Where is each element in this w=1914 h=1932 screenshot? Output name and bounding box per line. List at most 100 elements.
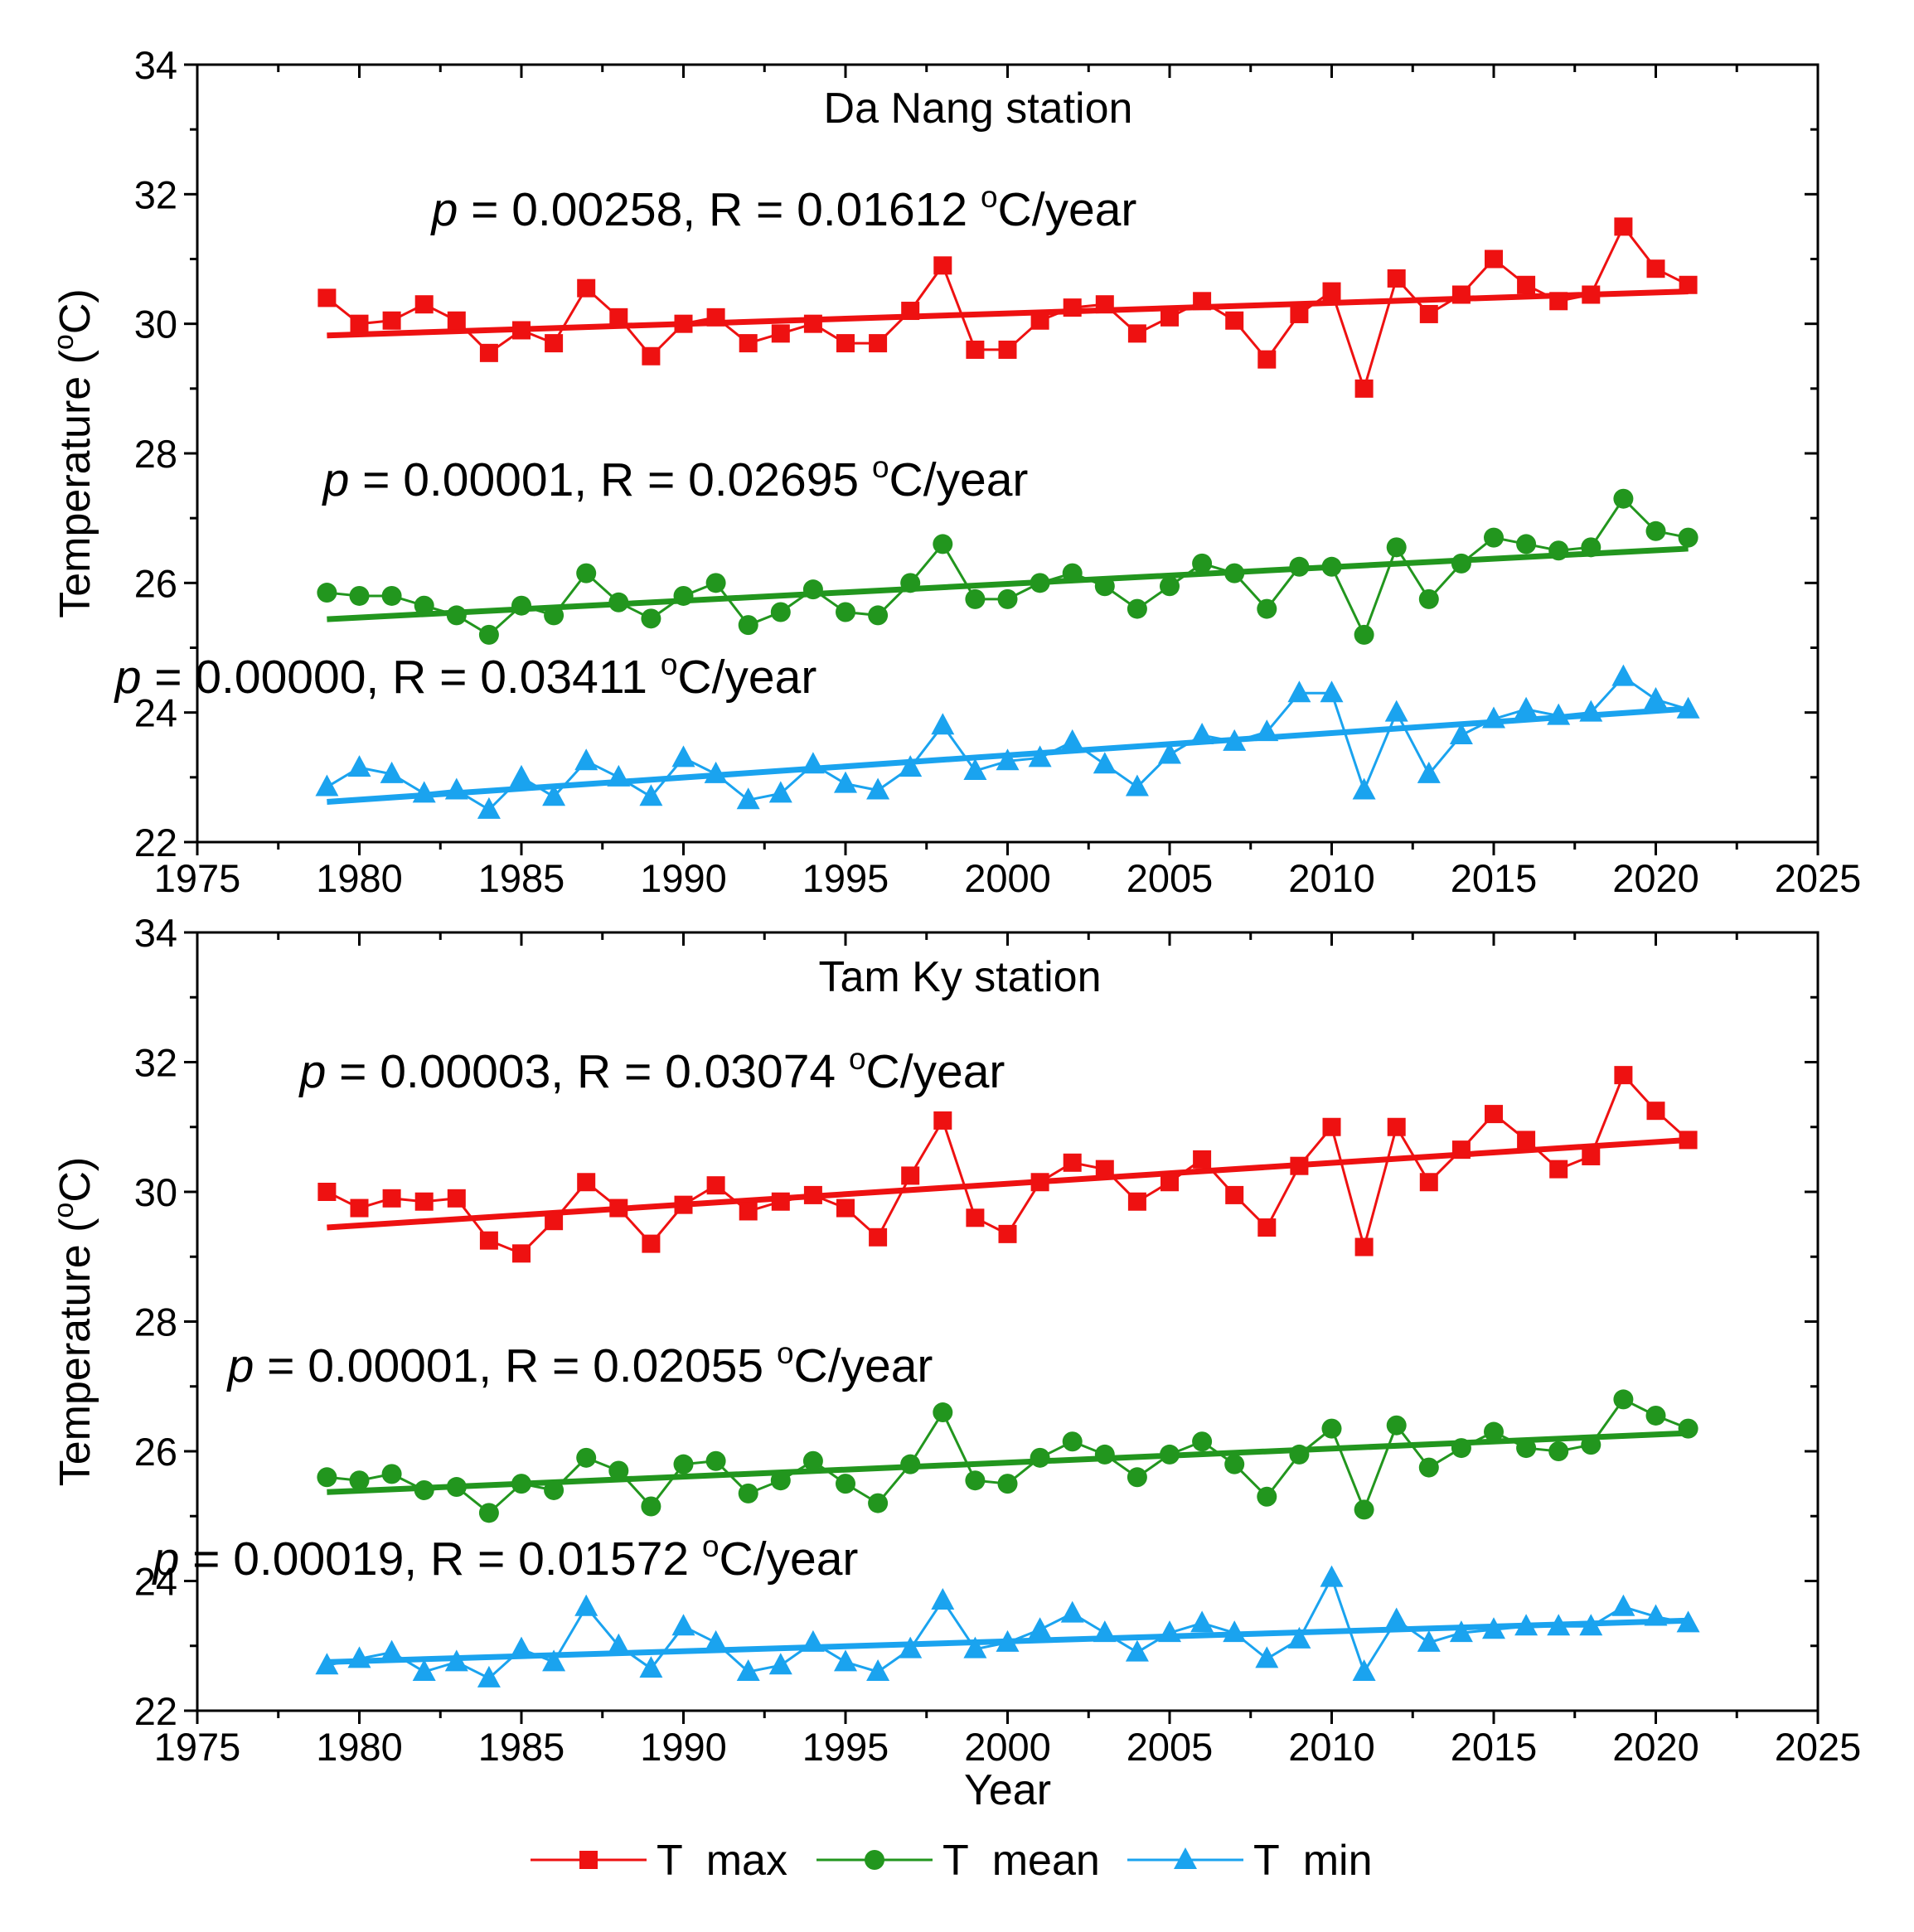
data-point xyxy=(1679,1131,1698,1150)
series-circle: p = 0.00001, R = 0.02055 oC/year xyxy=(226,1336,1698,1523)
data-point xyxy=(866,1659,890,1682)
y-tick-label: 34 xyxy=(134,911,177,955)
data-point xyxy=(1354,624,1374,645)
y-axis-label-main: Temperature ( xyxy=(51,1218,99,1486)
data-point xyxy=(1127,1192,1146,1211)
data-point xyxy=(1678,1418,1698,1439)
panel-title: Tam Ky station xyxy=(818,953,1101,1001)
data-point xyxy=(1517,275,1536,294)
data-point xyxy=(674,1195,693,1214)
data-point xyxy=(1386,1415,1407,1436)
data-point xyxy=(1287,1626,1311,1649)
data-point xyxy=(1060,1600,1084,1623)
x-tick-label: 1985 xyxy=(478,856,565,900)
data-point xyxy=(998,340,1017,359)
data-point xyxy=(350,1198,369,1218)
data-point xyxy=(836,1474,855,1494)
data-point xyxy=(1193,1150,1212,1169)
data-point xyxy=(347,1646,371,1668)
y-tick-label: 34 xyxy=(134,43,177,87)
data-point xyxy=(671,1614,695,1636)
x-tick-label: 1975 xyxy=(154,1725,241,1769)
data-point xyxy=(577,278,596,298)
data-point xyxy=(1384,700,1408,722)
data-point xyxy=(1193,292,1212,311)
data-point xyxy=(609,1198,628,1218)
data-point xyxy=(768,781,792,803)
data-point xyxy=(349,1470,370,1491)
x-tick-label: 2000 xyxy=(964,856,1051,900)
legend-label: T min xyxy=(1253,1837,1373,1885)
data-point xyxy=(802,1450,823,1471)
data-point xyxy=(1160,1444,1180,1465)
data-point xyxy=(1613,488,1634,509)
data-point xyxy=(706,1176,725,1195)
data-point xyxy=(382,311,401,330)
trend-annotation: p = 0.00000, R = 0.03411 oC/year xyxy=(114,647,817,704)
data-point xyxy=(966,1208,985,1227)
data-point xyxy=(317,1467,337,1488)
data-point xyxy=(1257,1486,1277,1507)
data-point xyxy=(447,1189,466,1208)
data-point xyxy=(1417,761,1441,783)
annotation-degree: o xyxy=(702,1529,720,1563)
data-point xyxy=(639,784,663,806)
data-point xyxy=(315,774,339,797)
data-point xyxy=(1645,521,1666,541)
data-point xyxy=(1094,1444,1115,1465)
data-point xyxy=(347,755,371,777)
legend-entry-square: T max xyxy=(531,1837,787,1885)
data-point xyxy=(1030,573,1050,593)
x-tick-label: 1995 xyxy=(802,856,889,900)
data-point xyxy=(671,745,695,767)
data-point xyxy=(446,605,467,626)
data-point xyxy=(900,1454,921,1474)
data-point xyxy=(738,615,758,636)
data-point xyxy=(477,797,501,819)
data-point xyxy=(1451,553,1471,574)
data-point xyxy=(479,1231,498,1250)
annotation-unit: C/year xyxy=(720,1533,859,1586)
data-point xyxy=(1127,598,1147,619)
x-tick-label: 1985 xyxy=(478,1725,565,1769)
y-tick-label: 26 xyxy=(134,1430,177,1474)
data-point xyxy=(1060,729,1084,751)
y-tick-label: 26 xyxy=(134,561,177,605)
data-point xyxy=(1160,576,1180,597)
annotation-unit: C/year xyxy=(677,651,816,704)
data-point xyxy=(1290,304,1309,323)
annotation-values: = 0.00258, R = 0.01612 xyxy=(458,183,981,236)
data-point xyxy=(639,1656,663,1678)
legend-marker xyxy=(579,1851,598,1869)
y-axis-label-degree: o xyxy=(48,334,80,350)
legend-marker xyxy=(865,1850,884,1870)
data-point xyxy=(1485,1105,1503,1124)
data-point xyxy=(1613,1389,1634,1410)
data-point xyxy=(444,777,468,800)
data-point xyxy=(1320,680,1344,703)
data-point xyxy=(1161,307,1179,327)
data-point xyxy=(834,1649,857,1672)
x-tick-label: 1980 xyxy=(316,1725,403,1769)
data-point xyxy=(542,1649,566,1672)
data-point xyxy=(641,1496,661,1517)
annotation-degree: o xyxy=(777,1336,794,1370)
data-point xyxy=(1417,1629,1441,1652)
y-axis-label-main: Temperature ( xyxy=(51,349,99,617)
data-point xyxy=(1549,1160,1568,1179)
legend-label: T max xyxy=(657,1837,787,1885)
data-point xyxy=(1451,1140,1471,1160)
data-point xyxy=(545,1212,564,1231)
data-point xyxy=(1611,1594,1635,1616)
data-point xyxy=(899,1636,923,1658)
series-square: p = 0.00258, R = 0.01612 oC/year xyxy=(317,180,1698,398)
series-square: p = 0.00003, R = 0.03074 oC/year xyxy=(298,1042,1698,1263)
series-line xyxy=(327,1397,1689,1515)
series-circle: p = 0.00001, R = 0.02695 oC/year xyxy=(317,450,1698,645)
data-point xyxy=(1386,537,1407,558)
data-point xyxy=(350,314,369,333)
chart-panel-da-nang: 1975 1980 1985 1990 1995 2000 2005 2010 2015 2020… xyxy=(48,43,1861,900)
data-point xyxy=(771,1192,790,1211)
data-point xyxy=(1484,1421,1504,1442)
data-point xyxy=(996,748,1020,771)
